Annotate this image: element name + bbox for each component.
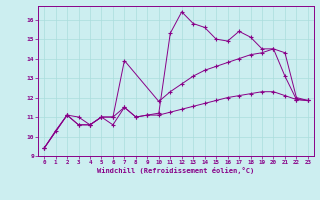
X-axis label: Windchill (Refroidissement éolien,°C): Windchill (Refroidissement éolien,°C) [97, 167, 255, 174]
